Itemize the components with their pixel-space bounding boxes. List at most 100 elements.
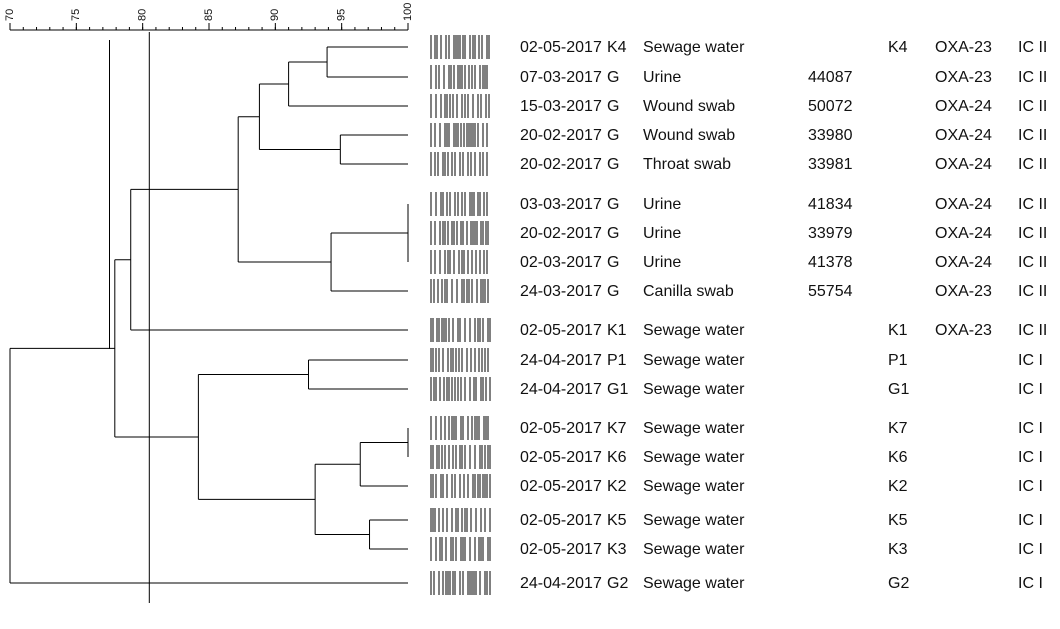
oxa-gene: OXA-23 — [935, 322, 992, 339]
clonal-lineage: IC II — [1018, 69, 1047, 86]
site: G — [607, 225, 619, 242]
isolate-id: 33981 — [808, 156, 853, 173]
clonal-lineage: IC I — [1018, 381, 1043, 398]
sample-code: K5 — [888, 512, 908, 529]
site: K1 — [607, 322, 627, 339]
clonal-lineage: IC II — [1018, 283, 1047, 300]
clonal-lineage: IC I — [1018, 478, 1043, 495]
oxa-gene: OXA-23 — [935, 283, 992, 300]
source: Sewage water — [643, 322, 745, 339]
isolate-id: 41834 — [808, 196, 853, 213]
date: 24-04-2017 — [520, 352, 602, 369]
site: G — [607, 69, 619, 86]
sample-code: K7 — [888, 420, 908, 437]
date: 24-04-2017 — [520, 381, 602, 398]
isolate-id: 55754 — [808, 283, 853, 300]
clonal-lineage: IC II — [1018, 254, 1047, 271]
sample-code: G1 — [888, 381, 909, 398]
clonal-lineage: IC II — [1018, 196, 1047, 213]
site: G — [607, 127, 619, 144]
source: Sewage water — [643, 541, 745, 558]
oxa-gene: OXA-24 — [935, 127, 992, 144]
page: 70758085909510002-05-2017K4Sewage waterK… — [0, 0, 1060, 629]
sample-code: K3 — [888, 541, 908, 558]
source: Sewage water — [643, 449, 745, 466]
oxa-gene: OXA-24 — [935, 196, 992, 213]
tick-label: 75 — [70, 9, 82, 21]
source: Throat swab — [643, 156, 731, 173]
source: Urine — [643, 69, 681, 86]
clonal-lineage: IC I — [1018, 575, 1043, 592]
sample-code: K6 — [888, 449, 908, 466]
isolate-id: 33979 — [808, 225, 853, 242]
isolate-id: 44087 — [808, 69, 853, 86]
site: K6 — [607, 449, 627, 466]
source: Urine — [643, 196, 681, 213]
source: Sewage water — [643, 478, 745, 495]
oxa-gene: OXA-23 — [935, 69, 992, 86]
clonal-lineage: IC I — [1018, 420, 1043, 437]
isolate-id: 41378 — [808, 254, 853, 271]
source: Sewage water — [643, 575, 745, 592]
oxa-gene: OXA-24 — [935, 225, 992, 242]
isolate-id: 33980 — [808, 127, 853, 144]
source: Wound swab — [643, 127, 735, 144]
tick-label: 95 — [336, 9, 348, 21]
source: Sewage water — [643, 352, 745, 369]
date: 03-03-2017 — [520, 196, 602, 213]
clonal-lineage: IC II — [1018, 39, 1047, 56]
source: Sewage water — [643, 420, 745, 437]
date: 02-05-2017 — [520, 449, 602, 466]
site: G — [607, 254, 619, 271]
source: Urine — [643, 225, 681, 242]
sample-code: G2 — [888, 575, 909, 592]
site: G — [607, 156, 619, 173]
date: 02-05-2017 — [520, 420, 602, 437]
site: K3 — [607, 541, 627, 558]
source: Sewage water — [643, 512, 745, 529]
source: Sewage water — [643, 381, 745, 398]
sample-code: K4 — [888, 39, 908, 56]
clonal-lineage: IC II — [1018, 156, 1047, 173]
site: G — [607, 283, 619, 300]
date: 20-02-2017 — [520, 156, 602, 173]
date: 20-02-2017 — [520, 127, 602, 144]
clonal-lineage: IC I — [1018, 352, 1043, 369]
source: Urine — [643, 254, 681, 271]
date: 02-05-2017 — [520, 322, 602, 339]
oxa-gene: OXA-24 — [935, 156, 992, 173]
source: Sewage water — [643, 39, 745, 56]
clonal-lineage: IC II — [1018, 322, 1047, 339]
site: P1 — [607, 352, 627, 369]
clonal-lineage: IC I — [1018, 449, 1043, 466]
date: 07-03-2017 — [520, 69, 602, 86]
site: G — [607, 196, 619, 213]
isolate-id: 50072 — [808, 98, 853, 115]
date: 24-04-2017 — [520, 575, 602, 592]
date: 02-05-2017 — [520, 39, 602, 56]
dendrogram-figure: 70758085909510002-05-2017K4Sewage waterK… — [0, 0, 1060, 629]
clonal-lineage: IC II — [1018, 225, 1047, 242]
site: K5 — [607, 512, 627, 529]
sample-code: K1 — [888, 322, 908, 339]
tick-label: 90 — [269, 9, 281, 21]
source: Wound swab — [643, 98, 735, 115]
site: K4 — [607, 39, 627, 56]
site: G — [607, 98, 619, 115]
date: 20-02-2017 — [520, 225, 602, 242]
tick-label: 80 — [137, 9, 149, 21]
site: G2 — [607, 575, 628, 592]
oxa-gene: OXA-24 — [935, 98, 992, 115]
sample-code: P1 — [888, 352, 908, 369]
tick-label: 100 — [402, 3, 414, 21]
date: 02-05-2017 — [520, 512, 602, 529]
tick-label: 85 — [203, 9, 215, 21]
clonal-lineage: IC I — [1018, 512, 1043, 529]
clonal-lineage: IC II — [1018, 98, 1047, 115]
sample-code: K2 — [888, 478, 908, 495]
date: 24-03-2017 — [520, 283, 602, 300]
date: 15-03-2017 — [520, 98, 602, 115]
site: G1 — [607, 381, 628, 398]
oxa-gene: OXA-24 — [935, 254, 992, 271]
site: K7 — [607, 420, 627, 437]
